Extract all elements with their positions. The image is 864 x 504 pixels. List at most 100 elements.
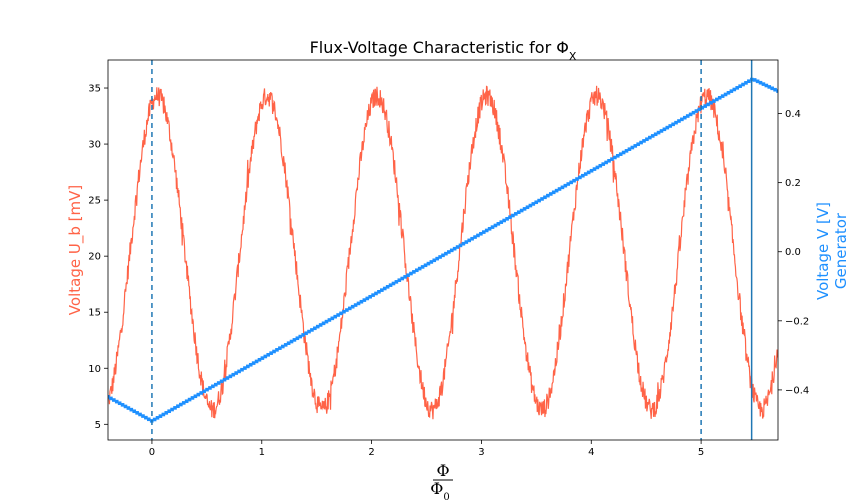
series-generator-point [377, 290, 381, 294]
series-generator-point [423, 263, 428, 268]
series-generator-point [537, 198, 541, 203]
series-generator-point [231, 372, 236, 377]
series-generator-point [126, 406, 131, 410]
chart-title: Flux-Voltage Characteristic for ΦX [310, 38, 577, 63]
series-generator-point [397, 278, 402, 282]
series-generator-point [505, 217, 509, 221]
series-generator-point [385, 285, 390, 289]
series-generator-point [645, 137, 649, 142]
series-generator-point [289, 339, 294, 344]
series-generator-point [123, 404, 128, 409]
series-generator-point [432, 258, 437, 263]
series-generator-point [712, 99, 716, 103]
series-generator-point [246, 364, 250, 369]
series-generator-point [764, 83, 769, 88]
series-generator-point [187, 397, 192, 402]
series-generator-point [138, 412, 142, 417]
series-generator-point [534, 200, 539, 205]
series-generator-line [108, 78, 778, 422]
series-generator-point [583, 172, 588, 176]
series-generator-point [458, 243, 463, 248]
series-generator-point [380, 288, 384, 292]
series-generator-point [382, 286, 387, 291]
series-generator-point [420, 265, 425, 269]
series-generator-point [190, 396, 195, 400]
series-generator-point [691, 110, 696, 115]
series-generator-point [650, 134, 655, 138]
x-axis-label: Φ Φ0 [430, 461, 453, 503]
series-generator-point [417, 266, 422, 271]
series-generator-point [572, 178, 576, 183]
series-generator-point [222, 377, 227, 382]
series-generator-point [578, 175, 582, 180]
series-generator-point [403, 275, 407, 279]
series-generator-point [444, 251, 448, 256]
series-layer [108, 77, 778, 423]
series-generator [108, 77, 778, 423]
series-generator-point [461, 241, 466, 246]
series-generator-point [747, 79, 751, 83]
series-generator-point [525, 205, 530, 210]
series-generator-point [176, 404, 180, 409]
series-generator-point [167, 409, 171, 413]
series-generator-point [604, 160, 608, 165]
series-generator-point [141, 414, 145, 418]
vline-layer [151, 60, 753, 440]
series-generator-point [723, 92, 728, 97]
series-generator-point [633, 144, 638, 148]
series-generator-point [502, 218, 506, 223]
y-left-tick-label: 15 [88, 308, 101, 319]
series-generator-point [205, 387, 209, 392]
series-generator-point [540, 197, 544, 201]
series-generator-point [248, 362, 253, 367]
series-generator-point [283, 343, 288, 347]
series-generator-point [240, 367, 244, 372]
series-generator-point [426, 261, 431, 266]
series-generator-point [108, 395, 110, 399]
series-generator-point [685, 114, 690, 118]
series-generator-point [266, 353, 271, 357]
series-generator-point [225, 376, 230, 380]
series-generator-point [665, 125, 670, 130]
series-generator-point [659, 129, 664, 133]
series-generator-point [441, 253, 445, 258]
series-generator-point [237, 369, 241, 374]
series-generator-point [158, 414, 163, 418]
series-generator-point [146, 417, 151, 422]
x-tick-label: 1 [259, 447, 265, 458]
x-tick-label: 3 [478, 447, 484, 458]
series-generator-point [499, 220, 504, 224]
series-generator-point [409, 271, 413, 276]
series-generator-point [560, 185, 565, 190]
series-generator-point [496, 222, 501, 226]
series-generator-point [295, 336, 300, 341]
series-generator-point [315, 324, 320, 329]
series-generator-point [135, 411, 139, 415]
series-generator-point [470, 236, 474, 241]
series-generator-point [770, 86, 774, 91]
series-generator-point [531, 202, 536, 206]
series-generator-point [184, 399, 189, 404]
series-generator-point [254, 359, 259, 364]
y-axis-right-label-line1: Voltage V [V] [814, 202, 832, 300]
series-generator-point [211, 384, 215, 389]
series-generator-point [414, 268, 419, 273]
series-generator-point [627, 147, 632, 151]
x-tick-label: 5 [698, 447, 704, 458]
series-generator-point [484, 228, 489, 233]
series-generator-point [621, 150, 626, 155]
series-generator-point [639, 140, 643, 145]
plot-frame [107, 59, 779, 441]
series-generator-point [726, 91, 731, 95]
series-generator-point [717, 95, 722, 100]
series-generator-point [575, 177, 579, 181]
series-generator-point [330, 316, 335, 321]
series-generator-point [761, 82, 766, 86]
series-generator-point [595, 165, 600, 170]
series-generator-point [449, 248, 454, 253]
series-generator-point [548, 192, 553, 196]
series-generator-point [557, 187, 562, 191]
series-generator-point [333, 314, 338, 319]
series-generator-point [438, 255, 442, 259]
series-generator-point [117, 401, 122, 406]
